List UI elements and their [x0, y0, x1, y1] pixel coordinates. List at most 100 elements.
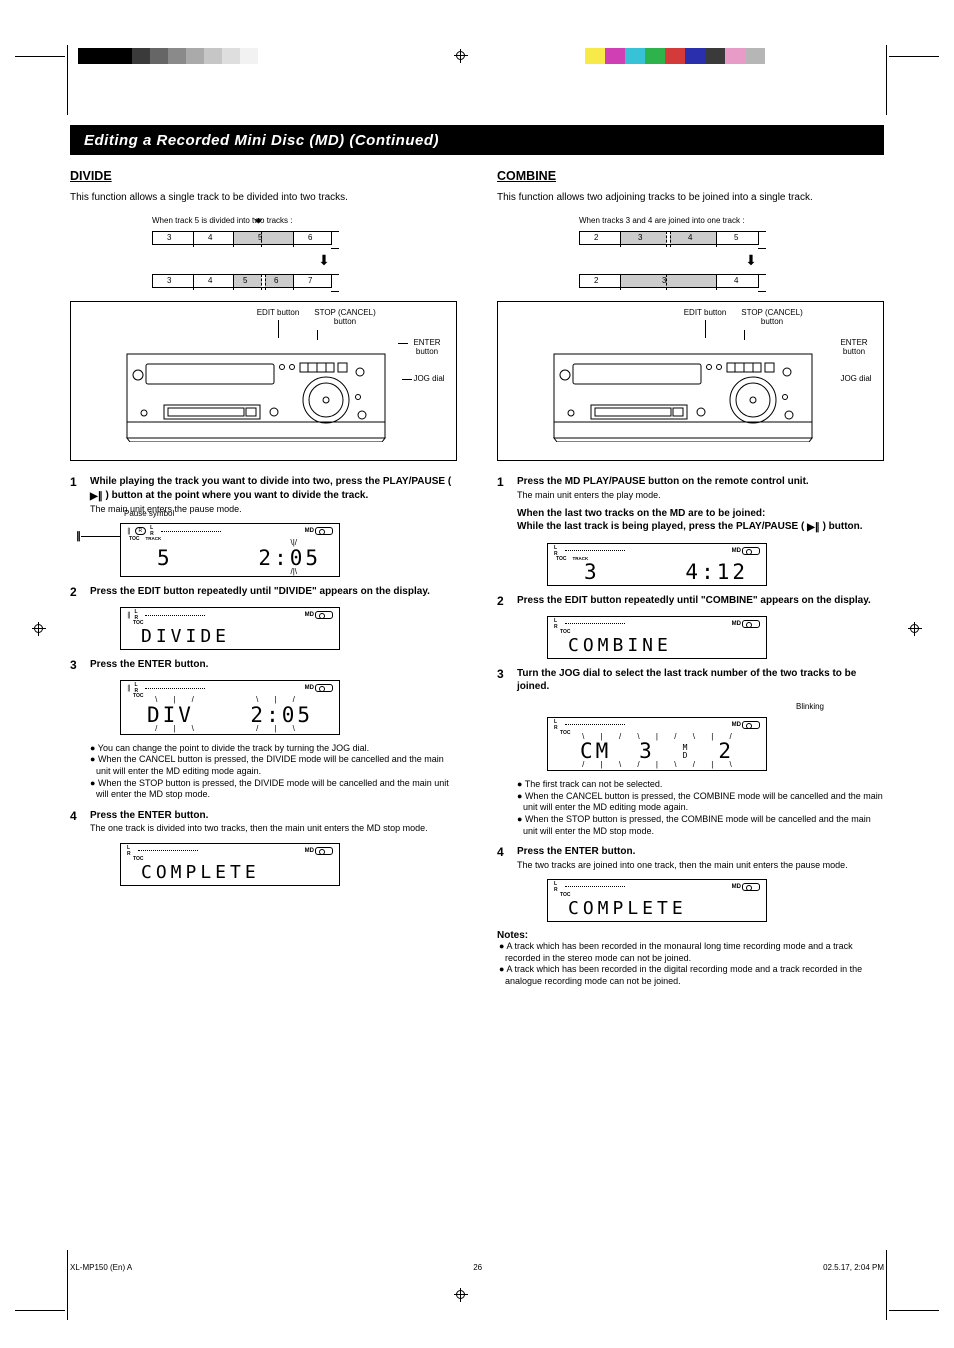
lcd-step1: ∥ ∥ R LR MD TOCTRACK \|/ 5 2 [120, 523, 340, 577]
right-column: COMBINE This function allows two adjoini… [497, 169, 884, 988]
combine-intro: This function allows two adjoining track… [497, 191, 884, 204]
lcd-complete-text: COMPLETE [127, 862, 333, 883]
track-num: 4 [208, 233, 212, 242]
before-strip: 3 4 5 6 [152, 228, 352, 250]
lcd-div-label: DIV [147, 705, 194, 726]
left-column: DIVIDE This function allows a single tra… [70, 169, 457, 988]
callout-enter: ENTER button [413, 338, 440, 356]
track-number: 3 [584, 562, 600, 583]
track-num: 5 [243, 276, 247, 285]
footer: XL-MP150 (En) A 26 02.5.17, 2:04 PM [70, 1263, 884, 1272]
step-2: 2 Press the EDIT button repeatedly until… [70, 585, 457, 599]
track-num: 3 [167, 276, 171, 285]
step4-sub: The two tracks are joined into one track… [517, 859, 884, 871]
divide-heading: DIVIDE [70, 169, 457, 183]
footer-file: XL-MP150 (En) A [70, 1263, 132, 1272]
callout-edit: EDIT button [684, 308, 727, 317]
rec-indicator: R [135, 527, 147, 535]
step1b-text: While the last track is being played, pr… [517, 521, 863, 532]
lcd-cm: CM [580, 741, 611, 762]
footer-timestamp: 02.5.17, 2:04 PM [823, 1263, 884, 1272]
bullet: ● When the CANCEL button is pressed, the… [88, 754, 457, 777]
track-num: 7 [308, 276, 312, 285]
bullet: ● When the CANCEL button is pressed, the… [515, 791, 884, 814]
crop-line [886, 45, 887, 115]
md-unit-illustration [126, 350, 386, 442]
combine-track-diagram: When tracks 3 and 4 are joined into one … [579, 216, 779, 293]
step-2: 2 Press the EDIT button repeatedly until… [497, 594, 884, 608]
blink-label: Blinking [497, 702, 884, 711]
lcd-num: 3 [639, 741, 655, 762]
track-num: 3 [638, 233, 642, 242]
track-num: 6 [274, 276, 278, 285]
track-number: 5 [157, 548, 173, 569]
divide-intro: This function allows a single track to b… [70, 191, 457, 204]
track-time: 4:12 [685, 562, 748, 583]
greyscale-bar [78, 48, 276, 64]
bullet: ● You can change the point to divide the… [88, 743, 457, 755]
combine-heading: COMBINE [497, 169, 884, 183]
lcd-step4: LR MD TOC COMPLETE [120, 843, 340, 886]
step1-text: While playing the track you want to divi… [90, 476, 451, 501]
playpause-icon: ▶∥ [807, 521, 820, 535]
registration-mark [454, 1288, 468, 1302]
step2-text: Press the EDIT button repeatedly until "… [517, 595, 871, 606]
lcd-r-step3: LR MD TOC \|/\|/\|/ CM 3 MD 2 /|\/|\/|\ [547, 717, 767, 771]
step4-text: Press the ENTER button. [90, 810, 208, 821]
track-num: 4 [734, 276, 738, 285]
step-3: 3 Turn the JOG dial to select the last t… [497, 667, 884, 694]
bullet: ● When the STOP button is pressed, the C… [515, 814, 884, 837]
callout-jog: JOG dial [413, 374, 444, 383]
track-num: 6 [308, 233, 312, 242]
pause-icon: ∥ [127, 527, 131, 535]
pause-pointer: ∥ [76, 531, 120, 542]
callout-enter: ENTER button [840, 338, 867, 356]
lcd-step3: ∥ LR MD TOC \|/\|/ DIV 2:05 /|\/|\ [120, 680, 340, 734]
callout-stop: STOP (CANCEL) button [741, 308, 803, 326]
footer-page: 26 [473, 1263, 482, 1272]
track-num: 5 [734, 233, 738, 242]
pause-symbol-label: Pause symbol [124, 509, 174, 518]
page: Editing a Recorded Mini Disc (MD) (Conti… [0, 0, 954, 1348]
callout-edit: EDIT button [257, 308, 300, 317]
step4-text: Press the ENTER button. [517, 846, 635, 857]
lcd-complete-text: COMPLETE [554, 898, 760, 919]
track-num: 3 [167, 233, 171, 242]
step4-sub: The one track is divided into two tracks… [90, 822, 457, 834]
step-1a: 1 Press the MD PLAY/PAUSE button on the … [497, 475, 884, 535]
registration-mark [908, 622, 922, 636]
note: ● A track which has been recorded in the… [497, 964, 884, 987]
lcd-combine-text: COMBINE [554, 635, 760, 656]
step1a-sub: The main unit enters the play mode. [517, 489, 884, 501]
step-3: 3 Press the ENTER button. [70, 658, 457, 672]
md-unit-illustration [553, 350, 813, 442]
track-time: 2:05 [258, 548, 321, 569]
lcd-div-time: 2:05 [250, 705, 313, 726]
lcd-r-step2: LR MD TOC COMBINE [547, 616, 767, 659]
unit-figure: EDIT button STOP (CANCEL) button ENTER b… [70, 301, 457, 461]
lcd-r-step1: LR MD TOCTRACK 3 4:12 [547, 543, 767, 586]
callout-stop: STOP (CANCEL) button [314, 308, 376, 326]
arrow-down-icon: ⬇ [661, 252, 841, 269]
track-num: 4 [208, 276, 212, 285]
lcd-r-step4: LR MD TOC COMPLETE [547, 879, 767, 922]
diagram-title: When tracks 3 and 4 are joined into one … [579, 216, 779, 225]
step3-text: Press the ENTER button. [90, 659, 208, 670]
step-4: 4 Press the ENTER button. The two tracks… [497, 845, 884, 871]
step-4: 4 Press the ENTER button. The one track … [70, 809, 457, 835]
step3-text: Turn the JOG dial to select the last tra… [517, 668, 856, 693]
arrow-down-icon: ⬇ [234, 252, 414, 269]
color-bar [585, 48, 765, 64]
bullet: ● The first track can not be selected. [515, 779, 884, 791]
unit-figure: EDIT button STOP (CANCEL) button ENTER b… [497, 301, 884, 461]
step1b-caption: When the last two tracks on the MD are t… [517, 508, 765, 519]
playpause-icon: ▶∥ [90, 490, 103, 504]
divide-track-diagram: When track 5 is divided into two tracks … [152, 216, 352, 293]
lcd-step2: ∥ LR MD TOC DIVIDE [120, 607, 340, 650]
track-num: 2 [594, 233, 598, 242]
lcd-divide-text: DIVIDE [127, 626, 333, 647]
track-num: 2 [594, 276, 598, 285]
notes-title: Notes: [497, 930, 528, 941]
step2-text: Press the EDIT button repeatedly until "… [90, 586, 430, 597]
md-icon: MD [305, 527, 333, 535]
